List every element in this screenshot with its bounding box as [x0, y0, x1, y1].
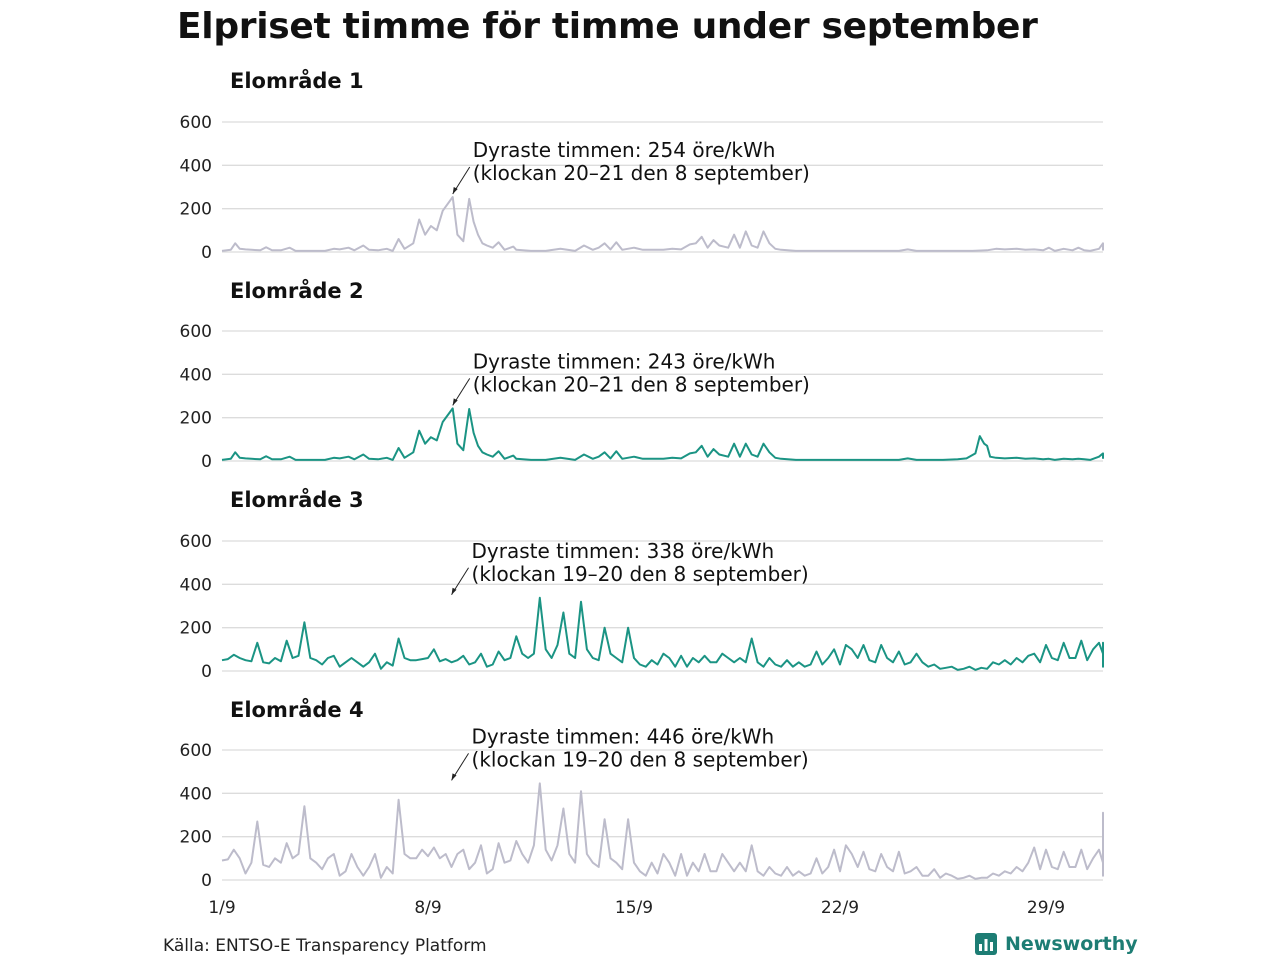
- y-tick-label: 600: [180, 532, 212, 552]
- x-tick-label: 1/9: [208, 898, 235, 918]
- annotation-line2: (klockan 20–21 den 8 september): [473, 161, 810, 185]
- y-tick-label: 0: [201, 243, 212, 263]
- y-tick-label: 400: [180, 156, 212, 176]
- y-tick-label: 200: [180, 200, 212, 220]
- annotation-line1: Dyraste timmen: 446 öre/kWh: [472, 724, 775, 748]
- y-tick-label: 200: [180, 828, 212, 848]
- annotation-arrowhead: [452, 186, 458, 194]
- annotation-line1: Dyraste timmen: 243 öre/kWh: [473, 349, 776, 373]
- series-line: [221, 196, 1104, 252]
- source-note: Källa: ENTSO-E Transparency Platform: [163, 936, 487, 956]
- annotation-arrowhead: [451, 773, 457, 781]
- y-tick-label: 600: [180, 113, 212, 133]
- panel-title: Elområde 3: [230, 487, 364, 512]
- x-tick-label: 15/9: [615, 898, 653, 918]
- series-line: [221, 596, 1104, 671]
- panel-title: Elområde 2: [230, 278, 364, 303]
- panel-title: Elområde 4: [230, 697, 364, 722]
- annotation-line1: Dyraste timmen: 254 öre/kWh: [473, 138, 776, 162]
- annotation-arrowhead: [452, 398, 458, 406]
- annotation-line1: Dyraste timmen: 338 öre/kWh: [472, 539, 775, 563]
- page-title: Elpriset timme för timme under september: [177, 6, 1038, 47]
- annotation-line2: (klockan 19–20 den 8 september): [472, 562, 809, 586]
- y-tick-label: 0: [201, 871, 212, 891]
- y-tick-label: 0: [201, 452, 212, 472]
- y-tick-label: 200: [180, 409, 212, 429]
- bar-chart-icon: [975, 933, 997, 955]
- y-tick-label: 0: [201, 662, 212, 682]
- y-tick-label: 400: [180, 784, 212, 804]
- y-tick-label: 600: [180, 322, 212, 342]
- x-tick-label: 22/9: [821, 898, 859, 918]
- annotation-arrowhead: [451, 587, 457, 595]
- series-line: [221, 782, 1104, 880]
- annotation-line2: (klockan 19–20 den 8 september): [472, 747, 809, 771]
- y-tick-label: 200: [180, 619, 212, 639]
- annotation-line2: (klockan 20–21 den 8 september): [473, 372, 810, 396]
- series-line: [221, 407, 1104, 461]
- x-tick-label: 29/9: [1027, 898, 1065, 918]
- y-tick-label: 400: [180, 365, 212, 385]
- y-tick-label: 400: [180, 575, 212, 595]
- y-tick-label: 600: [180, 741, 212, 761]
- panel-title: Elområde 1: [230, 68, 364, 93]
- brand-name: Newsworthy: [1005, 933, 1138, 955]
- brand-logo[interactable]: Newsworthy: [975, 933, 1138, 955]
- x-tick-label: 8/9: [414, 898, 441, 918]
